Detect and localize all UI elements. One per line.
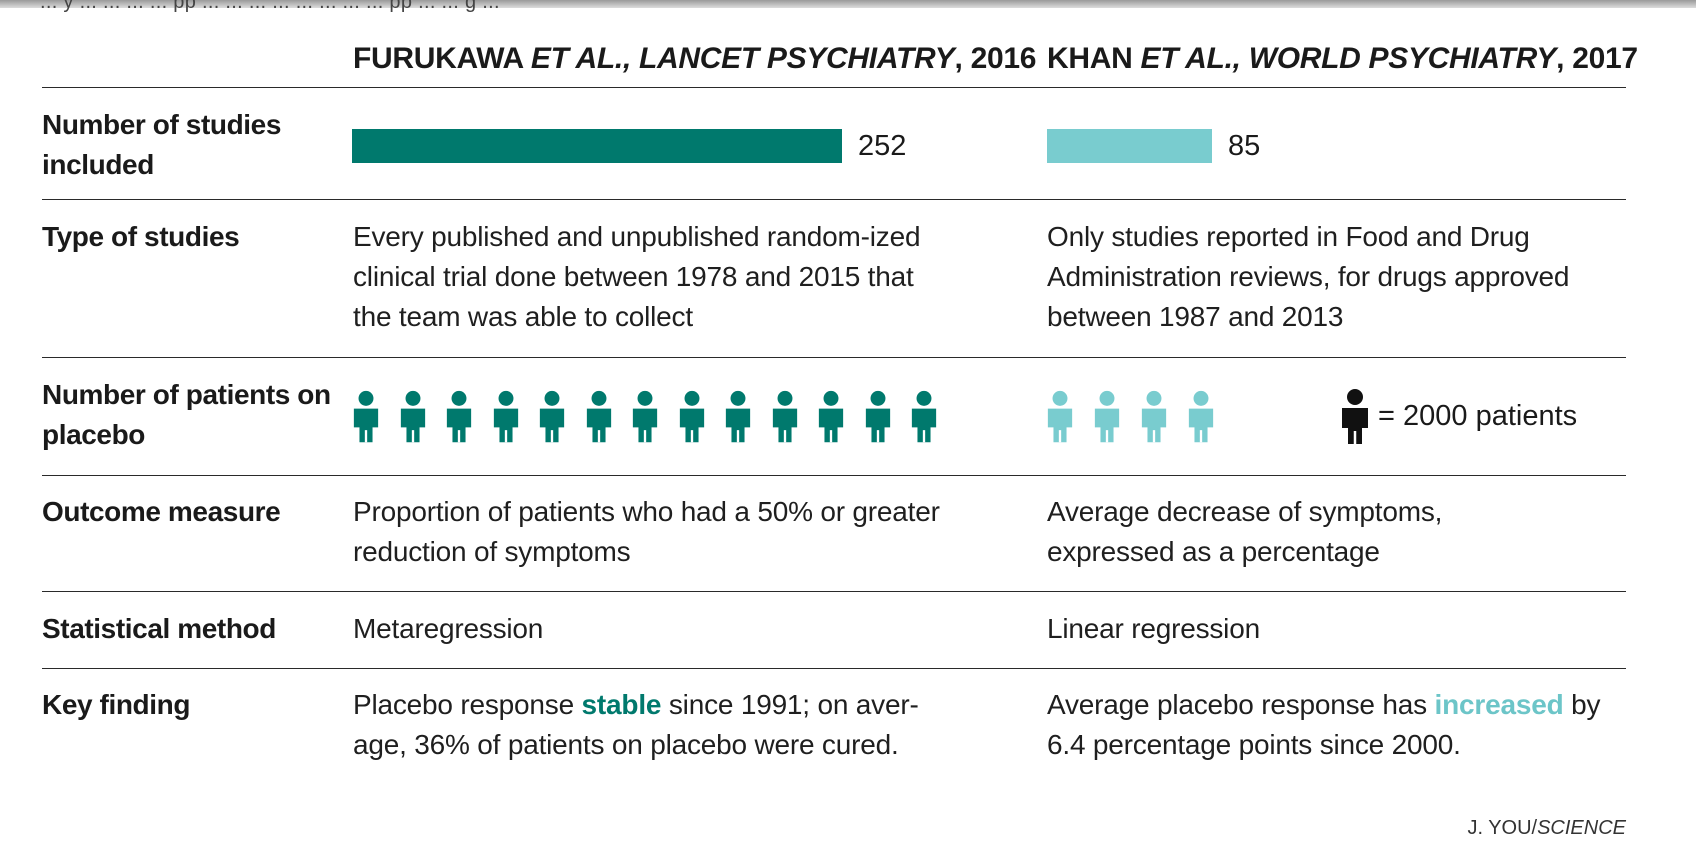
finding-furukawa-post: since 1991; on aver-age, 36% of patients… xyxy=(353,689,919,760)
person-icon xyxy=(1047,390,1073,443)
row-label-type: Type of studies xyxy=(42,221,240,252)
column-header-khan: KHAN ET AL., WORLD PSYCHIATRY, 2017 xyxy=(1047,40,1638,78)
studies-value-furukawa: 252 xyxy=(858,130,907,162)
row-label-studies: Number of studies included xyxy=(42,109,282,180)
legend-text: = 2000 patients xyxy=(1378,400,1578,432)
row-label-method: Statistical method xyxy=(42,613,276,644)
divider-type xyxy=(42,357,1626,358)
person-icon xyxy=(865,390,891,443)
credit-name: J. YOU/ xyxy=(1467,817,1538,839)
col1-etal: ET AL., xyxy=(530,42,631,75)
row-label-outcome: Outcome measure xyxy=(42,496,281,527)
finding-furukawa-pre: Placebo response xyxy=(353,689,574,720)
person-icon xyxy=(353,390,379,443)
cropped-text: ... y ... ... ... ... pp ... ... ... ...… xyxy=(40,0,500,13)
type-khan: Only studies reported in Food and Drug A… xyxy=(1047,221,1570,332)
person-icon xyxy=(1188,390,1214,443)
finding-furukawa: Placebo response stable since 1991; on a… xyxy=(353,685,953,765)
person-icon xyxy=(539,390,565,443)
outcome-khan: Average decrease of symptoms, expressed … xyxy=(1047,496,1443,567)
col2-year: , 2017 xyxy=(1556,42,1638,75)
col1-year: , 2016 xyxy=(954,42,1037,75)
person-icon xyxy=(1141,390,1167,443)
person-icon xyxy=(1094,390,1120,443)
col2-etal: ET AL., xyxy=(1140,42,1241,75)
studies-bar-khan xyxy=(1047,129,1212,163)
person-icon xyxy=(400,390,426,443)
method-furukawa: Metaregression xyxy=(353,613,544,644)
person-icon xyxy=(911,390,937,443)
finding-khan-highlight: increased xyxy=(1434,689,1564,720)
row-label-patients: Number of patients on placebo xyxy=(42,379,331,450)
row-label-finding: Key finding xyxy=(42,689,191,720)
icon-legend: = 2000 patients xyxy=(1340,388,1577,448)
person-icon xyxy=(632,390,658,443)
col1-authors: FURUKAWA xyxy=(353,42,523,75)
cropped-top-strip: ... y ... ... ... ... pp ... ... ... ...… xyxy=(0,0,1696,13)
credit-line: J. YOU/SCIENCE xyxy=(1467,817,1626,840)
person-icon xyxy=(446,390,472,443)
studies-bar-furukawa xyxy=(352,129,842,163)
divider-outcome xyxy=(42,591,1626,592)
finding-furukawa-highlight: stable xyxy=(581,689,662,720)
divider-method xyxy=(42,668,1626,669)
outcome-furukawa: Proportion of patients who had a 50% or … xyxy=(353,496,940,567)
type-furukawa: Every published and unpublished random-i… xyxy=(353,221,921,332)
col1-journal: LANCET PSYCHIATRY xyxy=(639,42,955,75)
divider-patients xyxy=(42,475,1626,476)
credit-outlet: SCIENCE xyxy=(1537,817,1626,839)
column-header-furukawa: FURUKAWA ET AL., LANCET PSYCHIATRY, 2016 xyxy=(353,40,1036,78)
method-khan: Linear regression xyxy=(1047,613,1260,644)
person-icon xyxy=(818,390,844,443)
col2-authors: KHAN xyxy=(1047,42,1133,75)
divider-header xyxy=(42,87,1626,88)
person-icon xyxy=(772,390,798,443)
person-icon xyxy=(493,390,519,443)
person-icon xyxy=(679,390,705,443)
finding-khan-post: by 6.4 percentage points since 2000. xyxy=(1047,689,1601,760)
col2-journal: WORLD PSYCHIATRY xyxy=(1248,42,1557,75)
finding-khan-pre: Average placebo response has xyxy=(1047,689,1427,720)
person-icon xyxy=(1342,389,1368,444)
divider-studies xyxy=(42,199,1626,200)
person-icon xyxy=(586,390,612,443)
finding-khan: Average placebo response has increased b… xyxy=(1047,685,1607,765)
person-icon xyxy=(725,390,751,443)
studies-value-khan: 85 xyxy=(1228,130,1261,162)
